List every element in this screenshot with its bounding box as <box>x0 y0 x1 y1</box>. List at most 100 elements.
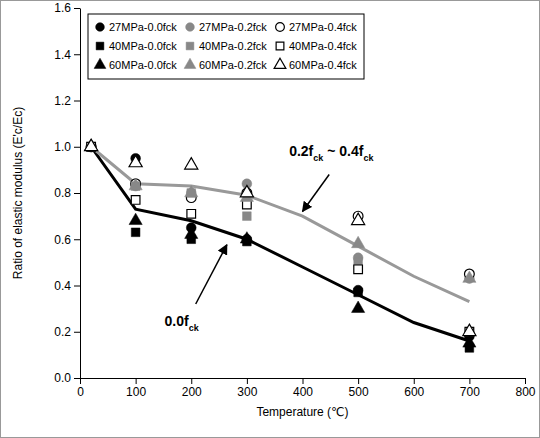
tick-label: 100 <box>126 385 146 399</box>
data-point <box>131 228 140 237</box>
tick-mark <box>303 378 304 384</box>
data-point <box>185 158 198 169</box>
legend-label: 40MPa-0.2fck <box>199 40 267 52</box>
legend-marker <box>184 58 196 68</box>
y-axis-title: Ratio of elastic modulus (E'c/Ec) <box>11 107 25 279</box>
tick-label: 0.0 <box>54 371 71 385</box>
tick-mark <box>74 378 80 379</box>
tick-label: 800 <box>515 385 535 399</box>
legend-marker <box>276 23 285 32</box>
legend-label: 60MPa-0.0fck <box>109 59 177 71</box>
tick-mark <box>414 378 415 384</box>
legend-marker <box>276 42 284 50</box>
plot: 0 100 200 300 400 500 600 700 800 0.0 0.2 0.4 0.6 0.8… <box>54 1 536 398</box>
tick-label: 0.4 <box>54 279 71 293</box>
legend-label: 40MPa-0.4fck <box>289 40 357 52</box>
tick-mark <box>191 378 192 384</box>
x-axis: 0 100 200 300 400 500 600 700 800 <box>77 378 536 399</box>
data-point <box>240 185 253 196</box>
marks <box>85 139 476 352</box>
data-point <box>240 232 253 243</box>
data-point <box>352 236 365 247</box>
data-point <box>185 227 198 238</box>
tick: 0.8 <box>54 186 80 200</box>
tick-label: 0.8 <box>54 186 71 200</box>
legend-marker <box>186 42 194 50</box>
tick-mark <box>74 286 80 287</box>
tick-mark <box>74 239 80 240</box>
tick-label: 500 <box>349 385 369 399</box>
trend-line <box>91 147 469 341</box>
data-point <box>131 196 140 205</box>
annotation-arrow <box>196 245 227 304</box>
chart: 0 100 200 300 400 500 600 700 800 0.0 0.2 0.4 0.6 0.8… <box>0 0 540 438</box>
tick: 600 <box>404 378 424 399</box>
legend-label: 60MPa-0.2fck <box>199 59 267 71</box>
legend-marker <box>186 23 195 32</box>
data-point <box>463 271 476 282</box>
tick-mark <box>74 101 80 102</box>
legend-label: 40MPa-0.0fck <box>109 40 177 52</box>
background <box>1 1 540 438</box>
tick-label: 400 <box>293 385 313 399</box>
legend-label: 27MPa-0.0fck <box>109 21 177 33</box>
tick: 0.0 <box>54 371 80 385</box>
legend-label: 60MPa-0.4fck <box>289 59 357 71</box>
tick: 0.4 <box>54 279 80 293</box>
tick-label: 0 <box>77 385 84 399</box>
y-axis: 0.00.20.40.60.81.01.21.41.6 <box>54 1 80 385</box>
data-point <box>129 213 142 224</box>
legend-label: 27MPa-0.2fck <box>199 21 267 33</box>
tick-label: 0.2 <box>54 325 71 339</box>
tick-label: 1.2 <box>54 94 71 108</box>
data-point <box>352 213 365 224</box>
tick: 800 <box>515 378 535 399</box>
legend-marker <box>96 42 104 50</box>
tick-label: 200 <box>182 385 202 399</box>
trend-line <box>91 147 469 302</box>
data-point <box>354 265 363 274</box>
tick: 400 <box>293 378 313 399</box>
tick-mark <box>247 378 248 384</box>
tick: 1.4 <box>54 48 80 62</box>
tick-mark <box>469 378 470 384</box>
data-point <box>354 288 363 297</box>
data-point <box>187 209 196 218</box>
tick: 0.6 <box>54 233 80 247</box>
data-point <box>85 139 98 150</box>
legend-label: 27MPa-0.4fck <box>289 21 357 33</box>
tick-label: 0.6 <box>54 233 71 247</box>
tick: 200 <box>182 378 202 399</box>
legend-frame <box>88 14 364 79</box>
annotation-arrow <box>303 175 330 212</box>
data-point <box>352 301 365 312</box>
tick: 0 <box>77 378 84 399</box>
tick: 1.6 <box>54 1 80 15</box>
data-point <box>85 139 98 150</box>
tick-mark <box>74 193 80 194</box>
data-point <box>85 139 98 150</box>
tick: 1.2 <box>54 94 80 108</box>
tick-mark <box>74 332 80 333</box>
tick-label: 300 <box>237 385 257 399</box>
tick-mark <box>80 378 81 384</box>
y-axis-line <box>80 9 81 379</box>
tick-mark <box>74 147 80 148</box>
tick-label: 1.4 <box>54 48 71 62</box>
tick: 100 <box>126 378 146 399</box>
tick: 500 <box>349 378 369 399</box>
data-point <box>463 336 476 347</box>
data-point <box>243 212 252 221</box>
tick: 300 <box>237 378 257 399</box>
annotation: 0.2fck ~ 0.4fck <box>289 143 374 163</box>
annotation: 0.0fck <box>165 313 200 333</box>
tick-mark <box>136 378 137 384</box>
tick: 0.2 <box>54 325 80 339</box>
tick-label: 700 <box>460 385 480 399</box>
tick-mark <box>74 54 80 55</box>
legend-marker <box>274 58 286 68</box>
tick-mark <box>358 378 359 384</box>
tick: 700 <box>460 378 480 399</box>
x-axis-title: Temperature (℃) <box>256 405 348 419</box>
data-point <box>129 155 142 166</box>
